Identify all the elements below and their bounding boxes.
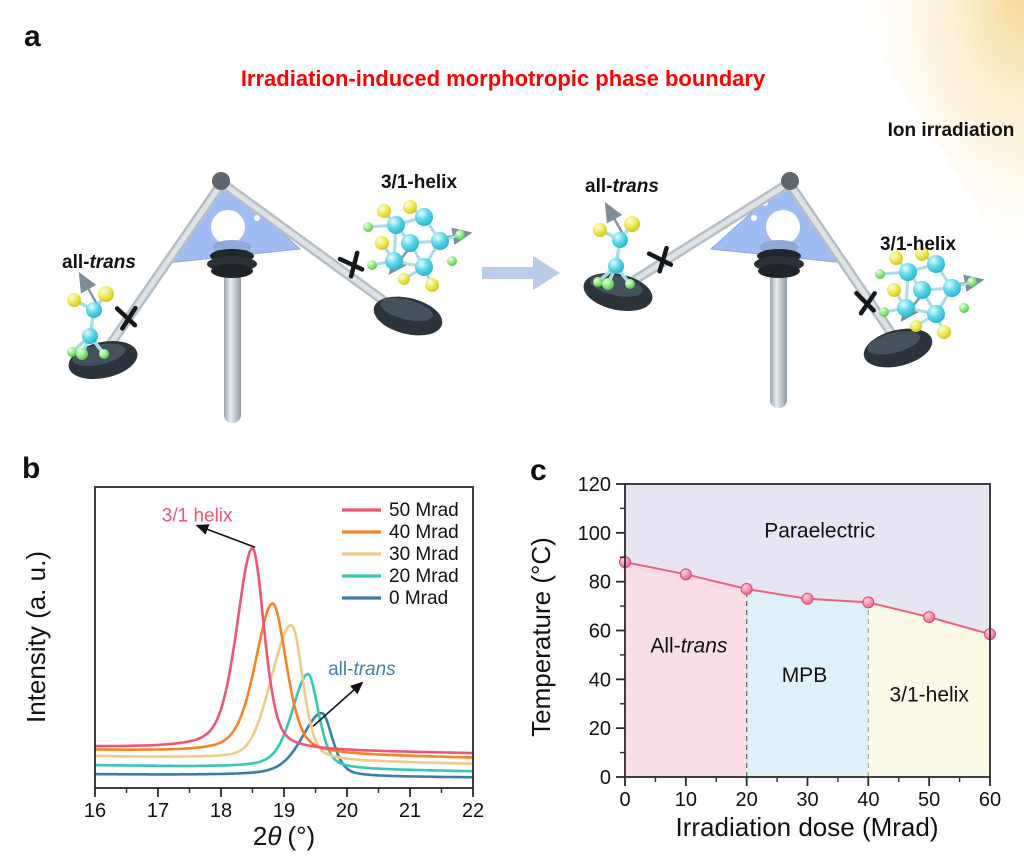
x-tick-label: 30 [796,789,818,811]
y-tick-label: 20 [589,718,611,740]
phase-region-fills [625,484,990,777]
x-tick-label: 16 [84,800,106,822]
seesaw-seat-right [859,322,937,374]
annotation-arrow-all-trans [312,681,364,727]
region-label-3-1-helix: 3/1-helix [889,683,969,706]
x-tick-label: 40 [857,789,879,811]
transition-arrow-icon [482,256,560,290]
seesaw-seat-left [65,335,141,385]
region-fill-mpb [746,589,869,777]
y-tick-label: 0 [600,767,611,789]
xrd-curve-0-mrad [95,711,473,779]
transition-temperature-curve [619,556,996,641]
region-fill-all-trans [625,562,747,777]
region-label-mpb: MPB [782,664,828,687]
seesaw-spring [754,240,804,278]
region-label-all-trans: All-trans [650,634,728,657]
x-tick-label: 21 [399,800,421,822]
ion-beam-glow [845,0,1024,280]
x-tick-label: 20 [336,800,358,822]
y-tick-label: 100 [578,523,611,545]
x-tick-label: 19 [273,800,295,822]
legend-label-40-mrad: 40 Mrad [389,522,459,543]
axis-ticks: 0 10 20 30 40 50 60 0 20 40 60 80 100 120 [578,474,1002,811]
seesaw-spring [207,240,257,278]
ion-irradiation-label: Ion irradiation [888,120,1015,141]
all-trans-label: all-trans [62,252,136,273]
y-tick-label: 40 [589,669,611,691]
panel-a-label: a [24,20,41,53]
y-tick-label: 80 [589,572,611,594]
seesaw-arm-right [784,178,903,348]
x-tick-label: 50 [918,789,940,811]
x-axis-ticks: 16 17 18 19 20 21 22 [84,788,484,822]
data-point-50-mrad [923,611,936,624]
x-axis-title: Irradiation dose (Mrad) [676,812,939,842]
helix-label: 3/1-helix [381,172,457,193]
seesaw-right: all-trans 3/1-helix [580,172,982,408]
legend-label-30-mrad: 30 Mrad [389,544,459,565]
helix-molecule [363,200,470,292]
x-tick-label: 22 [462,800,484,822]
seesaw-pivot-bolt [212,172,230,190]
data-point-40-mrad [862,596,875,609]
panel-c-label: c [530,454,547,487]
y-tick-label: 120 [578,474,611,496]
y-tick-label: 60 [589,621,611,643]
x-tick-label: 18 [210,800,232,822]
x-tick-label: 17 [147,800,169,822]
phase-region-labels: Paraelectric All-trans MPB 3/1-helix [650,520,969,707]
legend-label-20-mrad: 20 Mrad [389,566,459,587]
data-point-20-mrad [740,582,753,595]
x-tick-label: 20 [736,789,758,811]
annotation-label-all-trans: all-trans [328,659,396,680]
annotations: 3/1 helix all-trans [162,506,396,727]
xrd-curves [95,546,474,779]
annotation-label-3-1-helix: 3/1 helix [162,506,233,527]
xrd-curve-40-mrad [95,602,474,759]
annotation-arrow-3-1-helix [195,524,256,548]
xrd-curve-50-mrad [95,546,473,755]
x-tick-label: 0 [619,789,630,811]
panel-a-title: Irradiation-induced morphotropic phase b… [241,66,766,91]
region-fill-3-1-helix [868,602,990,777]
helix-label: 3/1-helix [880,234,956,255]
seesaw-pole [224,268,241,423]
x-tick-label: 60 [979,789,1001,811]
all-trans-label: all-trans [585,176,659,197]
seesaw-pivot-bolt [781,172,799,190]
data-point-10-mrad [679,568,692,581]
x-axis-title: 2θ (°) [253,821,315,851]
region-label-paraelectric: Paraelectric [764,520,875,543]
phase-diagram: c 0 10 20 30 40 50 60 0 20 40 60 80 100 120 Paraelect… [526,454,1002,842]
seesaw-left: all-trans 3/1-helix [62,172,470,423]
panel-a-illustration: a Irradiation-induced morphotropic phase… [24,0,1024,423]
seesaw-arm-left [617,178,794,293]
seesaw-pole [770,268,787,408]
panel-b-label: b [22,452,40,485]
xrd-curve-30-mrad [95,624,473,765]
y-axis-title: Intensity (a. u.) [21,551,51,723]
legend-label-0-mrad: 0 Mrad [389,588,448,609]
legend-label-50-mrad: 50 Mrad [389,500,459,521]
seesaw-arm-right [217,178,415,325]
xrd-curve-20-mrad [95,672,473,773]
data-point-30-mrad [801,592,814,605]
y-axis-title: Temperature (°C) [526,537,556,737]
region-fill-paraelectric [625,484,990,635]
phase-boundary-dashes [746,588,869,777]
x-tick-label: 10 [675,789,697,811]
